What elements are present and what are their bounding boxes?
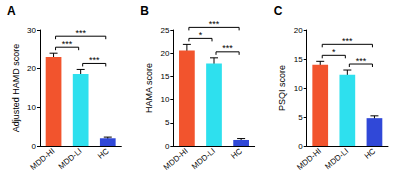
svg-text:MDD-HI: MDD-HI [29,147,57,172]
svg-text:MDD-LI: MDD-LI [57,147,84,172]
svg-text:MDD-LI: MDD-LI [190,147,217,172]
svg-text:***: *** [75,28,86,38]
svg-text:***: *** [62,39,73,49]
svg-text:***: *** [89,55,100,65]
svg-text:PSQI score: PSQI score [277,65,287,111]
svg-text:MDD-HI: MDD-HI [162,147,190,172]
svg-text:***: *** [222,43,233,53]
svg-text:20: 20 [294,26,303,35]
svg-text:10: 10 [160,95,169,104]
svg-text:30: 30 [27,26,36,35]
svg-text:*: * [199,30,203,40]
svg-text:***: *** [342,36,353,46]
svg-text:20: 20 [160,49,169,58]
svg-text:0: 0 [298,142,303,151]
svg-text:0: 0 [165,142,170,151]
svg-text:HAMA score: HAMA score [144,63,154,113]
svg-text:0: 0 [32,142,37,151]
svg-text:15: 15 [294,55,303,64]
svg-text:10: 10 [27,103,36,112]
svg-text:B: B [140,4,149,18]
svg-text:A: A [7,4,16,18]
svg-text:10: 10 [294,84,303,93]
svg-text:MDD-HI: MDD-HI [295,147,323,172]
svg-text:HC: HC [229,146,244,160]
svg-text:15: 15 [160,72,169,81]
svg-text:***: *** [356,56,367,66]
svg-text:5: 5 [165,118,170,127]
svg-text:20: 20 [27,64,36,73]
svg-text:*: * [332,47,336,57]
svg-text:5: 5 [298,113,303,122]
svg-text:HC: HC [363,146,378,160]
svg-text:***: *** [209,19,220,29]
svg-text:HC: HC [96,146,111,160]
svg-text:25: 25 [160,26,169,35]
svg-text:MDD-LI: MDD-LI [323,147,350,172]
svg-text:C: C [274,4,283,18]
svg-text:Adjusted HAMD score: Adjusted HAMD score [11,44,21,133]
